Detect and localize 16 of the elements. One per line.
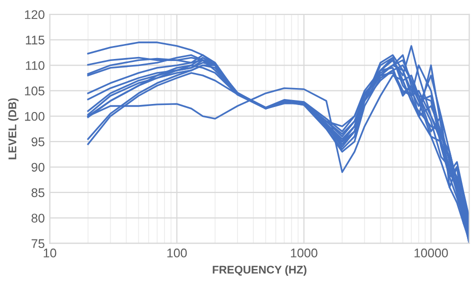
y-axis-title: LEVEL (DB)	[8, 98, 18, 160]
y-tick-label: 95	[32, 137, 44, 146]
y-tick-label: 100	[25, 112, 44, 121]
x-tick-label: 1000	[290, 248, 318, 258]
x-tick-label: 10000	[414, 248, 448, 258]
y-tick-label: 115	[26, 36, 44, 44]
x-axis-title: FREQUENCY (HZ)	[212, 265, 306, 276]
y-tick-label: 80	[32, 214, 44, 223]
x-tick-label: 100	[167, 248, 187, 258]
y-tick-label: 75	[32, 239, 44, 248]
y-tick-label: 105	[25, 86, 44, 96]
y-tick-label: 85	[32, 188, 44, 198]
y-tick-label: 120	[25, 10, 44, 20]
y-tick-label: 110	[26, 61, 44, 70]
y-tick-label: 90	[32, 162, 44, 172]
x-tick-label: 10	[44, 248, 56, 258]
